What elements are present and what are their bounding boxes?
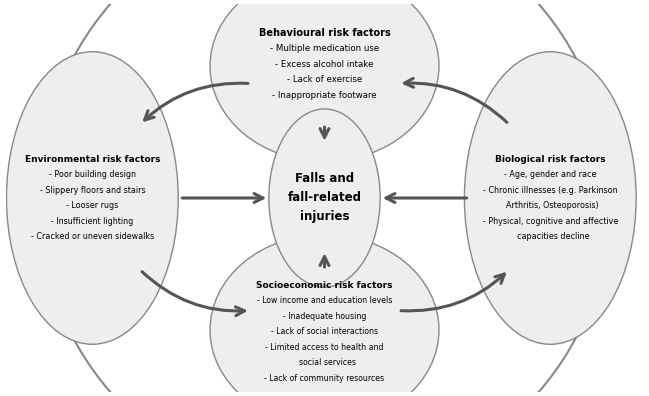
Text: - Poor building design: - Poor building design [49,170,136,179]
Text: - Multiple medication use: - Multiple medication use [270,44,379,53]
Text: - Physical, cognitive and affective: - Physical, cognitive and affective [483,217,618,226]
Text: - Insufficient lighting: - Insufficient lighting [51,217,134,226]
Text: social services: social services [293,358,356,367]
Ellipse shape [6,52,178,344]
Text: - Chronic illnesses (e.g. Parkinson: - Chronic illnesses (e.g. Parkinson [483,186,618,195]
Text: capacities decline: capacities decline [511,232,589,241]
Text: - Excess alcohol intake: - Excess alcohol intake [275,60,374,69]
Text: - Lack of exercise: - Lack of exercise [287,75,362,84]
Text: Environmental risk factors: Environmental risk factors [25,155,160,164]
Ellipse shape [210,234,439,396]
Text: - Looser rugs: - Looser rugs [66,201,119,210]
Text: Behavioural risk factors: Behavioural risk factors [258,28,391,38]
Text: - Inadequate housing: - Inadequate housing [283,312,366,321]
Text: - Inappropriate footware: - Inappropriate footware [272,91,377,100]
Text: Biological risk factors: Biological risk factors [495,155,606,164]
Text: Falls and
fall-related
injuries: Falls and fall-related injuries [288,173,361,223]
Text: - Low income and education levels: - Low income and education levels [257,296,392,305]
Text: - Lack of community resources: - Lack of community resources [264,374,385,383]
Text: Arthritis, Osteoporosis): Arthritis, Osteoporosis) [502,201,599,210]
Ellipse shape [269,109,380,287]
Text: Socioeconomic risk factors: Socioeconomic risk factors [256,281,393,290]
Text: - Cracked or uneven sidewalks: - Cracked or uneven sidewalks [31,232,154,241]
Ellipse shape [38,0,611,396]
Ellipse shape [465,52,636,344]
Text: - Age, gender and race: - Age, gender and race [504,170,596,179]
Text: - Lack of social interactions: - Lack of social interactions [271,327,378,336]
Text: - Limited access to health and: - Limited access to health and [265,343,384,352]
Ellipse shape [210,0,439,162]
Text: - Slippery floors and stairs: - Slippery floors and stairs [40,186,145,195]
